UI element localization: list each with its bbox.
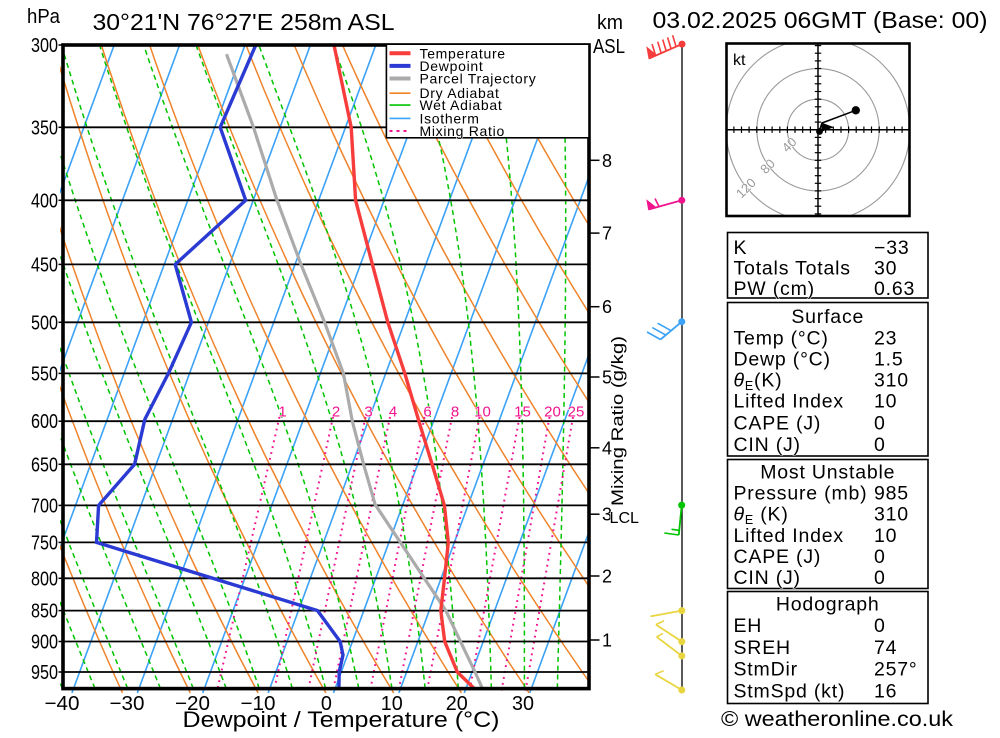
svg-text:10: 10 xyxy=(874,525,897,547)
svg-text:985: 985 xyxy=(874,483,909,505)
svg-text:25: 25 xyxy=(568,404,585,421)
svg-text:Mixing Ratio (g/kg): Mixing Ratio (g/kg) xyxy=(608,336,627,506)
svg-text:PW (cm): PW (cm) xyxy=(734,278,815,300)
svg-text:30: 30 xyxy=(874,258,897,280)
svg-text:EH: EH xyxy=(734,615,763,637)
svg-text:−20: −20 xyxy=(175,693,210,715)
svg-text:Wet Adiabat: Wet Adiabat xyxy=(420,97,503,113)
svg-text:SREH: SREH xyxy=(734,637,791,659)
svg-text:4: 4 xyxy=(602,438,612,458)
svg-text:550: 550 xyxy=(31,363,58,385)
svg-text:Surface: Surface xyxy=(791,306,864,328)
svg-text:20: 20 xyxy=(544,404,561,421)
svg-text:Dewpoint: Dewpoint xyxy=(420,58,484,74)
svg-text:© weatheronline.co.uk: © weatheronline.co.uk xyxy=(721,708,954,731)
svg-text:0: 0 xyxy=(874,567,886,589)
svg-text:Pressure (mb): Pressure (mb) xyxy=(734,483,868,505)
svg-text:6: 6 xyxy=(602,297,612,317)
svg-text:4: 4 xyxy=(389,404,397,421)
svg-text:Dry Adiabat: Dry Adiabat xyxy=(420,85,500,101)
svg-text:30: 30 xyxy=(512,693,534,715)
svg-text:0: 0 xyxy=(874,434,886,456)
svg-text:Most Unstable: Most Unstable xyxy=(760,462,895,484)
svg-text:600: 600 xyxy=(31,411,58,433)
svg-text:θE (K): θE (K) xyxy=(734,504,789,528)
svg-text:−30: −30 xyxy=(110,693,145,715)
svg-text:1.5: 1.5 xyxy=(874,349,904,371)
svg-text:CAPE (J): CAPE (J) xyxy=(734,413,822,435)
svg-text:Temperature: Temperature xyxy=(420,45,506,61)
svg-text:−40: −40 xyxy=(45,693,80,715)
svg-text:−33: −33 xyxy=(874,237,909,259)
svg-text:900: 900 xyxy=(31,632,58,654)
svg-text:0: 0 xyxy=(321,693,332,715)
svg-text:kt: kt xyxy=(733,52,746,69)
svg-text:10: 10 xyxy=(474,404,491,421)
svg-text:θE(K): θE(K) xyxy=(734,370,783,394)
svg-text:3: 3 xyxy=(602,505,612,525)
svg-text:CIN (J): CIN (J) xyxy=(734,567,801,589)
svg-text:1: 1 xyxy=(602,631,612,651)
svg-text:Temp (°C): Temp (°C) xyxy=(734,328,829,350)
svg-text:310: 310 xyxy=(874,504,909,526)
svg-text:03.02.2025 06GMT (Base: 00): 03.02.2025 06GMT (Base: 00) xyxy=(653,7,988,33)
svg-text:7: 7 xyxy=(602,224,612,244)
svg-text:Hodograph: Hodograph xyxy=(776,594,880,616)
svg-text:8: 8 xyxy=(602,151,612,171)
svg-text:2: 2 xyxy=(602,567,612,587)
svg-text:500: 500 xyxy=(31,312,58,334)
svg-text:0: 0 xyxy=(874,413,886,435)
svg-text:16: 16 xyxy=(874,681,897,703)
svg-text:LCL: LCL xyxy=(610,510,640,527)
svg-text:257°: 257° xyxy=(874,659,918,681)
svg-text:450: 450 xyxy=(31,254,58,276)
svg-text:Lifted Index: Lifted Index xyxy=(734,391,844,413)
svg-text:ASL: ASL xyxy=(593,36,625,58)
svg-text:15: 15 xyxy=(514,404,531,421)
svg-text:2: 2 xyxy=(332,404,340,421)
svg-text:Mixing Ratio: Mixing Ratio xyxy=(420,123,505,139)
svg-text:6: 6 xyxy=(423,404,431,421)
svg-text:1: 1 xyxy=(278,404,286,421)
svg-text:Dewpoint / Temperature (°C): Dewpoint / Temperature (°C) xyxy=(183,707,500,732)
svg-text:800: 800 xyxy=(31,568,58,590)
svg-text:700: 700 xyxy=(31,495,58,517)
svg-text:750: 750 xyxy=(31,532,58,554)
svg-text:CAPE (J): CAPE (J) xyxy=(734,546,822,568)
svg-text:350: 350 xyxy=(31,117,58,139)
svg-text:400: 400 xyxy=(31,190,58,212)
svg-text:310: 310 xyxy=(874,370,909,392)
svg-text:Totals Totals: Totals Totals xyxy=(734,258,851,280)
svg-text:hPa: hPa xyxy=(27,6,61,28)
svg-text:km: km xyxy=(597,12,623,34)
svg-text:Parcel Trajectory: Parcel Trajectory xyxy=(420,71,537,87)
svg-text:300: 300 xyxy=(31,35,58,57)
svg-text:Isotherm: Isotherm xyxy=(420,110,480,126)
svg-text:650: 650 xyxy=(31,454,58,476)
svg-text:K: K xyxy=(734,237,748,259)
svg-text:10: 10 xyxy=(874,391,897,413)
svg-text:StmSpd (kt): StmSpd (kt) xyxy=(734,681,846,703)
svg-text:850: 850 xyxy=(31,601,58,623)
svg-text:Lifted Index: Lifted Index xyxy=(734,525,844,547)
svg-text:950: 950 xyxy=(31,662,58,684)
svg-text:CIN (J): CIN (J) xyxy=(734,434,801,456)
svg-text:74: 74 xyxy=(874,637,897,659)
svg-text:23: 23 xyxy=(874,328,897,350)
svg-text:10: 10 xyxy=(381,693,403,715)
svg-text:3: 3 xyxy=(364,404,372,421)
svg-text:−10: −10 xyxy=(241,693,276,715)
svg-text:5: 5 xyxy=(602,368,612,388)
svg-text:20: 20 xyxy=(446,693,468,715)
svg-text:0.63: 0.63 xyxy=(874,278,915,300)
svg-text:0: 0 xyxy=(874,615,886,637)
svg-text:30°21'N 76°27'E 258m ASL: 30°21'N 76°27'E 258m ASL xyxy=(93,9,395,35)
svg-text:8: 8 xyxy=(451,404,459,421)
svg-text:Dewp (°C): Dewp (°C) xyxy=(734,349,831,371)
svg-text:0: 0 xyxy=(874,546,886,568)
svg-text:StmDir: StmDir xyxy=(734,659,798,681)
